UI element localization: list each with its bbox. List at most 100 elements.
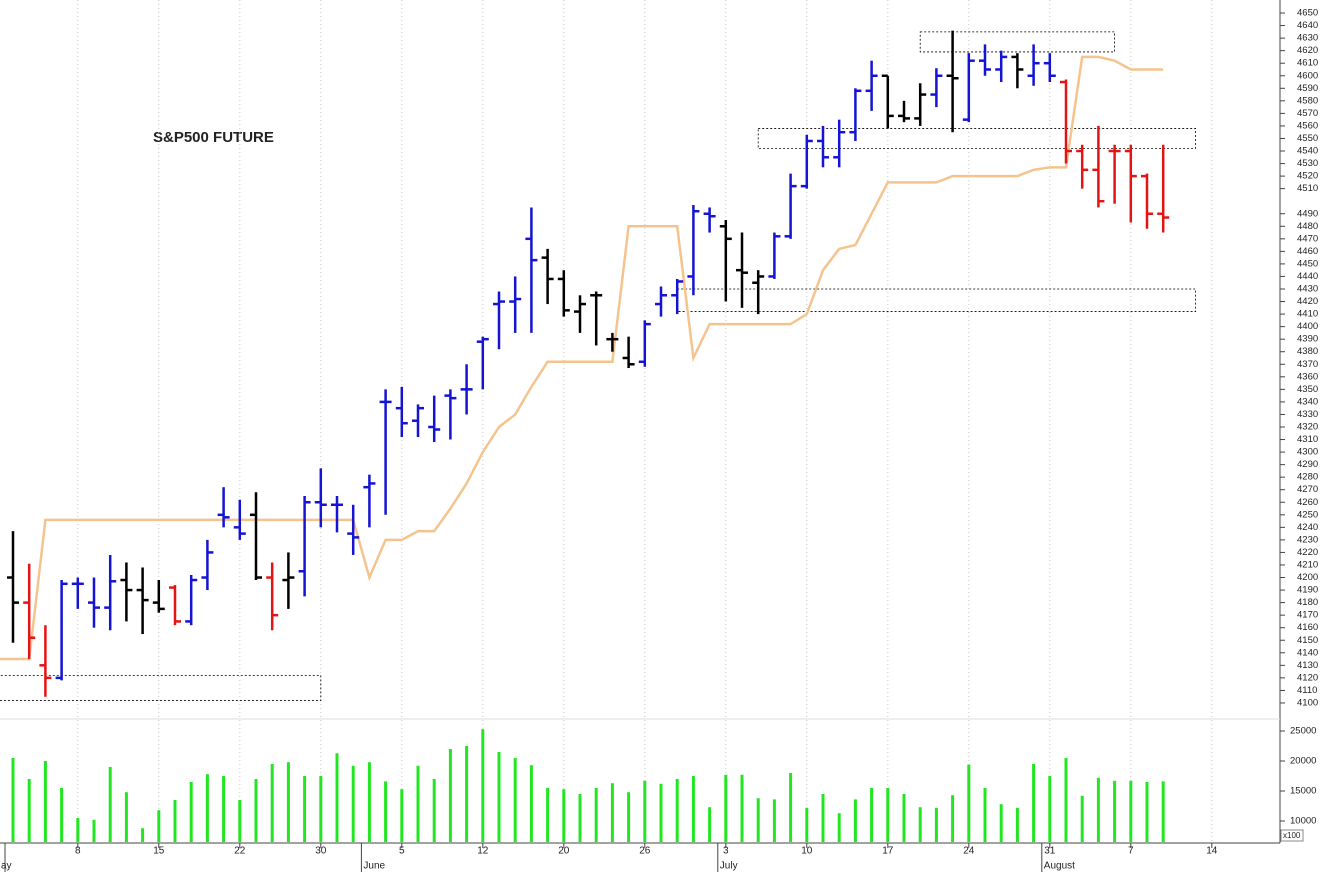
y-tick-label: 4430 (1297, 284, 1318, 295)
y-tick-label: 4650 (1297, 8, 1318, 19)
y-tick-label: 4280 (1297, 472, 1318, 483)
y-tick-label: 4520 (1297, 171, 1318, 182)
y-tick-label: 4550 (1297, 133, 1318, 144)
volume-bar (951, 795, 955, 842)
volume-bar (205, 774, 209, 842)
volume-tick-label: 20000 (1290, 756, 1316, 767)
y-tick-label: 4390 (1297, 334, 1318, 345)
x-tick-label: 10 (801, 846, 813, 857)
volume-bar (43, 761, 47, 842)
y-tick-label: 4310 (1297, 434, 1318, 445)
volume-bar (708, 807, 712, 842)
volume-bar (367, 762, 371, 842)
volume-bar (578, 794, 582, 842)
y-tick-label: 4190 (1297, 585, 1318, 596)
volume-bar (238, 800, 242, 842)
zone (757, 128, 1197, 149)
volume-tick-label: 25000 (1290, 726, 1316, 737)
y-tick-label: 4400 (1297, 321, 1318, 332)
x-tick-label: 17 (882, 846, 894, 857)
y-tick-label: 4600 (1297, 70, 1318, 81)
volume-bar (76, 818, 80, 842)
y-tick-label: 4140 (1297, 647, 1318, 658)
x-tick-label: 7 (1128, 846, 1134, 857)
month-label: July (720, 861, 738, 872)
x-tick-label: 3 (723, 846, 729, 857)
volume-bar (870, 788, 874, 842)
zone (919, 31, 1116, 53)
volume-bar (254, 779, 258, 842)
volume-bar (416, 765, 420, 842)
volume-bar (1145, 782, 1149, 842)
month-label: August (1044, 861, 1075, 872)
y-tick-label: 4220 (1297, 547, 1318, 558)
y-tick-label: 4610 (1297, 58, 1318, 69)
month-label: ay (1, 861, 12, 872)
volume-bar (141, 828, 145, 842)
volume-bar (724, 774, 728, 842)
volume-bar (384, 781, 388, 842)
volume-bar (513, 758, 517, 842)
volume-bar (92, 819, 96, 842)
volume-bar (335, 753, 339, 842)
zone (0, 674, 322, 701)
y-tick-label: 4580 (1297, 95, 1318, 106)
chart-title: S&P500 FUTURE (153, 129, 274, 146)
y-tick-label: 4470 (1297, 233, 1318, 244)
x-tick-label: 8 (75, 846, 81, 857)
volume-bar (319, 776, 323, 842)
x-tick-label: 26 (639, 846, 651, 857)
y-tick-label: 4160 (1297, 622, 1318, 633)
volume-bar (481, 729, 485, 842)
volume-bar (222, 776, 226, 842)
y-tick-label: 4440 (1297, 271, 1318, 282)
x-tick-label: 14 (1206, 846, 1218, 857)
y-tick-label: 4210 (1297, 559, 1318, 570)
volume-bar (303, 776, 307, 842)
volume-bar (497, 752, 501, 842)
y-tick-label: 4230 (1297, 534, 1318, 545)
volume-bar (675, 779, 679, 842)
volume-bar (918, 807, 922, 842)
y-tick-label: 4270 (1297, 484, 1318, 495)
volume-bar (400, 789, 404, 842)
volume-bar (999, 804, 1003, 842)
volume-tick-label: 10000 (1290, 816, 1316, 827)
volume-bar (789, 773, 793, 842)
volume-bar (691, 776, 695, 842)
y-tick-label: 4360 (1297, 371, 1318, 382)
volume-bar (934, 807, 938, 842)
volume-tick-label: 15000 (1290, 786, 1316, 797)
y-tick-label: 4130 (1297, 660, 1318, 671)
y-tick-label: 4260 (1297, 497, 1318, 508)
volume-bar (821, 794, 825, 842)
y-tick-label: 4490 (1297, 208, 1318, 219)
y-tick-label: 4250 (1297, 509, 1318, 520)
volume-bar (11, 758, 15, 842)
x-tick-label: 30 (315, 846, 327, 857)
volume-bar (351, 765, 355, 842)
volume-bar (157, 810, 161, 842)
y-tick-label: 4530 (1297, 158, 1318, 169)
y-tick-label: 4120 (1297, 672, 1318, 683)
volume-bar (627, 792, 631, 842)
volume-bar (740, 774, 744, 842)
y-tick-label: 4180 (1297, 597, 1318, 608)
x-tick-label: 24 (963, 846, 975, 857)
y-tick-label: 4110 (1297, 685, 1317, 696)
volume-bar (902, 794, 906, 842)
y-tick-label: 4330 (1297, 409, 1318, 420)
volume-bar (756, 798, 760, 842)
y-tick-label: 4570 (1297, 108, 1318, 119)
volume-bar (886, 788, 890, 842)
volume-bar (983, 788, 987, 842)
y-tick-label: 4200 (1297, 572, 1318, 583)
volume-bar (853, 799, 857, 842)
volume-bar (465, 746, 469, 842)
y-tick-label: 4480 (1297, 221, 1318, 232)
y-tick-label: 4420 (1297, 296, 1318, 307)
y-tick-label: 4300 (1297, 447, 1318, 458)
y-tick-label: 4240 (1297, 522, 1318, 533)
